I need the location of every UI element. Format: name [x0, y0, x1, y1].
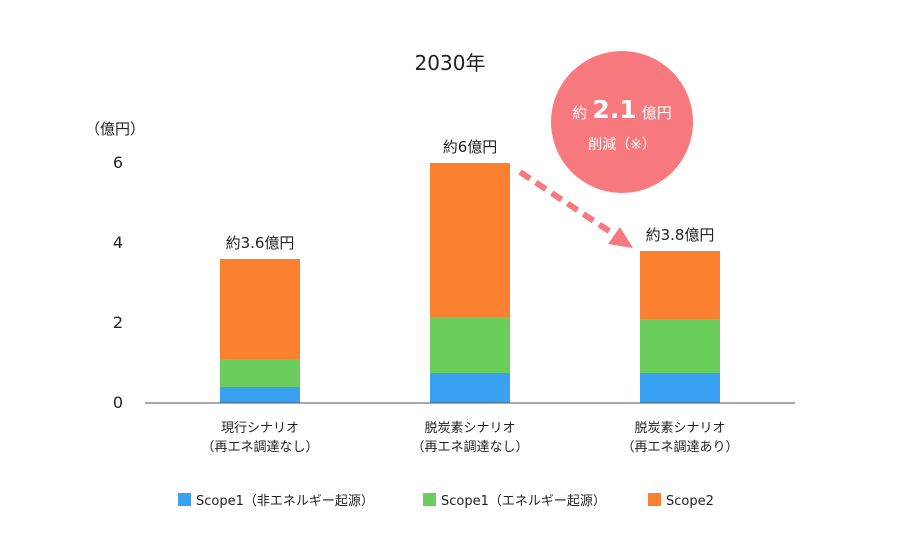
- bar-segment: [220, 387, 300, 403]
- reduction-annotation: 約 2.1 億円 削減（※）: [518, 51, 693, 248]
- y-tick-label: 4: [113, 233, 123, 252]
- reduction-unit: 億円: [642, 104, 672, 122]
- y-tick-label: 2: [113, 313, 123, 332]
- bar-segment: [220, 259, 300, 359]
- legend-swatch: [648, 493, 661, 506]
- legend-label: Scope2: [666, 494, 714, 509]
- legend: Scope1（非エネルギー起源） Scope1（エネルギー起源） Scope2: [178, 493, 714, 509]
- bar-segment: [430, 373, 510, 403]
- reduction-prefix: 約: [572, 104, 587, 122]
- bar-segment: [430, 317, 510, 373]
- y-tick-label: 0: [113, 393, 123, 412]
- x-tick-label: 脱炭素シナリオ: [634, 421, 725, 436]
- x-tick-label: 脱炭素シナリオ: [424, 421, 515, 436]
- bar-segment: [640, 373, 720, 403]
- bars: [220, 163, 720, 403]
- bar-total-label: 約3.8億円: [646, 226, 715, 244]
- chart-title: 2030年: [415, 51, 486, 75]
- reduction-amount: 約 2.1 億円: [572, 95, 672, 124]
- bar-segment: [430, 163, 510, 317]
- reduction-note: 削減（※）: [588, 136, 656, 153]
- bar-segment: [640, 319, 720, 373]
- legend-swatch: [178, 493, 191, 506]
- reduction-circle: [551, 51, 693, 193]
- x-axis-tick-labels: 現行シナリオ （再エネ調達なし） 脱炭素シナリオ （再エネ調達なし） 脱炭素シナリオ （再…: [201, 421, 738, 455]
- x-tick-label: （再エネ調達なし）: [201, 440, 318, 455]
- legend-label: Scope1（非エネルギー起源）: [196, 494, 374, 509]
- x-tick-label: 現行シナリオ: [221, 421, 299, 436]
- bar-segment: [220, 359, 300, 387]
- x-tick-label: （再エネ調達あり）: [621, 440, 738, 455]
- bar-segment: [640, 251, 720, 319]
- reduction-arrow-head: [608, 227, 633, 248]
- bar-total-label: 約3.6億円: [226, 234, 295, 252]
- bar-total-label: 約6億円: [443, 138, 498, 156]
- reduction-value: 2.1: [592, 95, 636, 124]
- y-axis-label: （億円）: [85, 120, 145, 138]
- legend-label: Scope1（エネルギー起源）: [441, 494, 606, 509]
- legend-swatch: [423, 493, 436, 506]
- y-tick-label: 6: [113, 153, 123, 172]
- x-tick-label: （再エネ調達なし）: [411, 440, 528, 455]
- y-axis-ticks: 0 2 4 6: [113, 153, 123, 412]
